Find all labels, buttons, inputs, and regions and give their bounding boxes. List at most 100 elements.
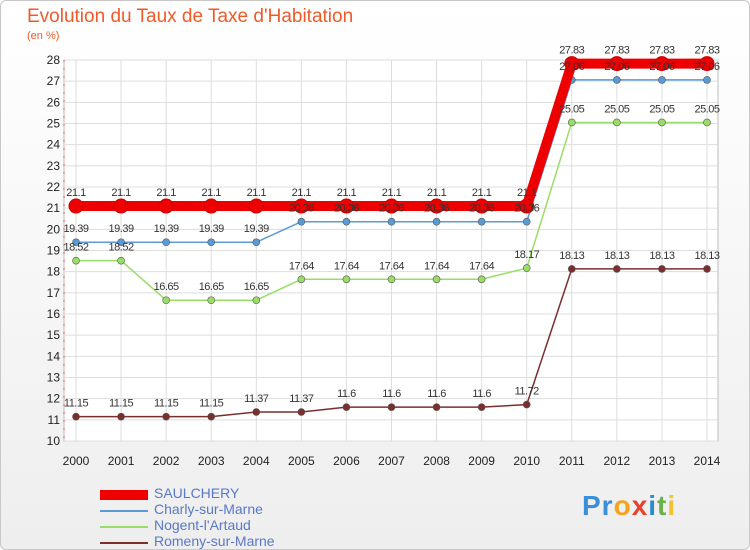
y-tick-label: 13 xyxy=(47,371,61,385)
data-label: 27.06 xyxy=(559,61,584,73)
legend-item: Romeny-sur-Marne xyxy=(100,533,400,550)
data-label: 20.36 xyxy=(514,203,539,215)
data-label: 11.37 xyxy=(289,393,314,405)
data-point xyxy=(522,264,531,272)
data-label: 18.13 xyxy=(694,250,719,262)
y-tick-label: 15 xyxy=(47,328,61,342)
legend-label: Nogent-l'Artaud xyxy=(154,517,251,533)
chart-title: Evolution du Taux de Taxe d'Habitation xyxy=(27,6,354,27)
data-label: 27.83 xyxy=(604,45,629,57)
data-point xyxy=(703,265,711,273)
data-point xyxy=(387,217,396,226)
x-tick-label: 2010 xyxy=(513,454,540,468)
data-label: 18.52 xyxy=(63,242,88,254)
data-label: 27.83 xyxy=(694,45,719,57)
data-point xyxy=(248,198,264,214)
data-point xyxy=(113,198,129,214)
legend-label: Charly-sur-Marne xyxy=(154,501,263,517)
data-point xyxy=(158,198,174,214)
data-label: 19.39 xyxy=(199,223,224,235)
y-tick-label: 27 xyxy=(47,74,61,88)
data-label: 18.17 xyxy=(514,249,539,261)
data-point xyxy=(72,238,80,247)
data-point xyxy=(162,238,170,247)
x-tick-label: 2008 xyxy=(423,454,450,468)
data-point xyxy=(613,265,621,273)
brand-letter: o xyxy=(613,490,632,521)
data-point xyxy=(252,238,261,247)
data-point xyxy=(297,408,306,416)
data-point xyxy=(429,198,445,214)
x-tick-label: 2000 xyxy=(63,454,90,468)
x-tick-label: 2014 xyxy=(694,454,721,468)
data-point xyxy=(338,198,354,214)
data-label: 11.6 xyxy=(472,388,491,400)
data-label: 19.39 xyxy=(244,223,269,235)
data-point xyxy=(477,403,486,411)
data-point xyxy=(567,265,576,273)
data-label: 18.13 xyxy=(604,250,629,262)
x-tick-label: 2013 xyxy=(649,454,676,468)
x-tick-label: 2006 xyxy=(333,454,360,468)
data-label: 25.05 xyxy=(694,103,719,115)
x-tick-label: 2004 xyxy=(243,454,270,468)
y-tick-label: 18 xyxy=(47,265,61,279)
data-point xyxy=(117,238,125,247)
data-point xyxy=(207,238,216,247)
data-point xyxy=(519,198,535,214)
legend-label: Romeny-sur-Marne xyxy=(154,533,275,549)
y-tick-label: 19 xyxy=(47,244,61,258)
data-label: 11.15 xyxy=(109,398,134,410)
data-point xyxy=(432,403,441,411)
data-point xyxy=(699,56,715,72)
data-point xyxy=(72,412,80,421)
data-point xyxy=(613,118,621,127)
data-label: 11.15 xyxy=(154,398,179,410)
data-label: 21.1 xyxy=(202,187,222,199)
data-point xyxy=(474,198,490,214)
brand-letter: i xyxy=(648,490,658,521)
data-label: 18.13 xyxy=(649,250,674,262)
x-tick-label: 2002 xyxy=(153,454,180,468)
y-tick-label: 17 xyxy=(47,286,61,300)
data-point xyxy=(162,296,170,305)
y-tick-label: 21 xyxy=(47,201,61,215)
y-tick-label: 20 xyxy=(47,222,61,236)
data-label: 27.83 xyxy=(649,45,674,57)
data-point xyxy=(658,76,666,84)
data-label: 20.36 xyxy=(289,203,314,215)
y-tick-label: 11 xyxy=(48,413,61,427)
x-tick-label: 2001 xyxy=(108,454,135,468)
y-tick-label: 26 xyxy=(47,95,61,109)
x-tick-label: 2005 xyxy=(288,454,315,468)
data-label: 19.39 xyxy=(154,223,179,235)
data-label: 11.72 xyxy=(515,386,540,398)
data-label: 18.13 xyxy=(559,250,584,262)
data-label: 21.1 xyxy=(292,187,312,199)
data-point xyxy=(384,198,399,214)
data-point xyxy=(342,217,351,226)
data-label: 17.64 xyxy=(379,260,404,272)
y-tick-label: 16 xyxy=(47,307,61,321)
data-point xyxy=(117,412,125,421)
data-point xyxy=(117,256,125,265)
brand-letter: x xyxy=(631,490,649,521)
data-point xyxy=(162,412,170,421)
data-label: 20.36 xyxy=(424,203,449,215)
x-tick-label: 2011 xyxy=(559,454,585,468)
data-point xyxy=(654,56,670,72)
y-tick-label: 10 xyxy=(47,434,61,448)
data-point xyxy=(252,296,261,305)
data-label: 11.15 xyxy=(64,398,89,410)
data-label: 20.36 xyxy=(379,203,404,215)
data-point xyxy=(293,198,309,214)
data-label: 27.83 xyxy=(559,45,584,57)
data-label: 21.1 xyxy=(472,187,492,199)
data-label: 11.6 xyxy=(382,388,401,400)
x-tick-label: 2009 xyxy=(468,454,495,468)
data-label: 21.1 xyxy=(111,187,131,199)
data-label: 17.64 xyxy=(334,260,359,272)
legend-swatch xyxy=(100,542,148,544)
data-point xyxy=(342,403,351,411)
